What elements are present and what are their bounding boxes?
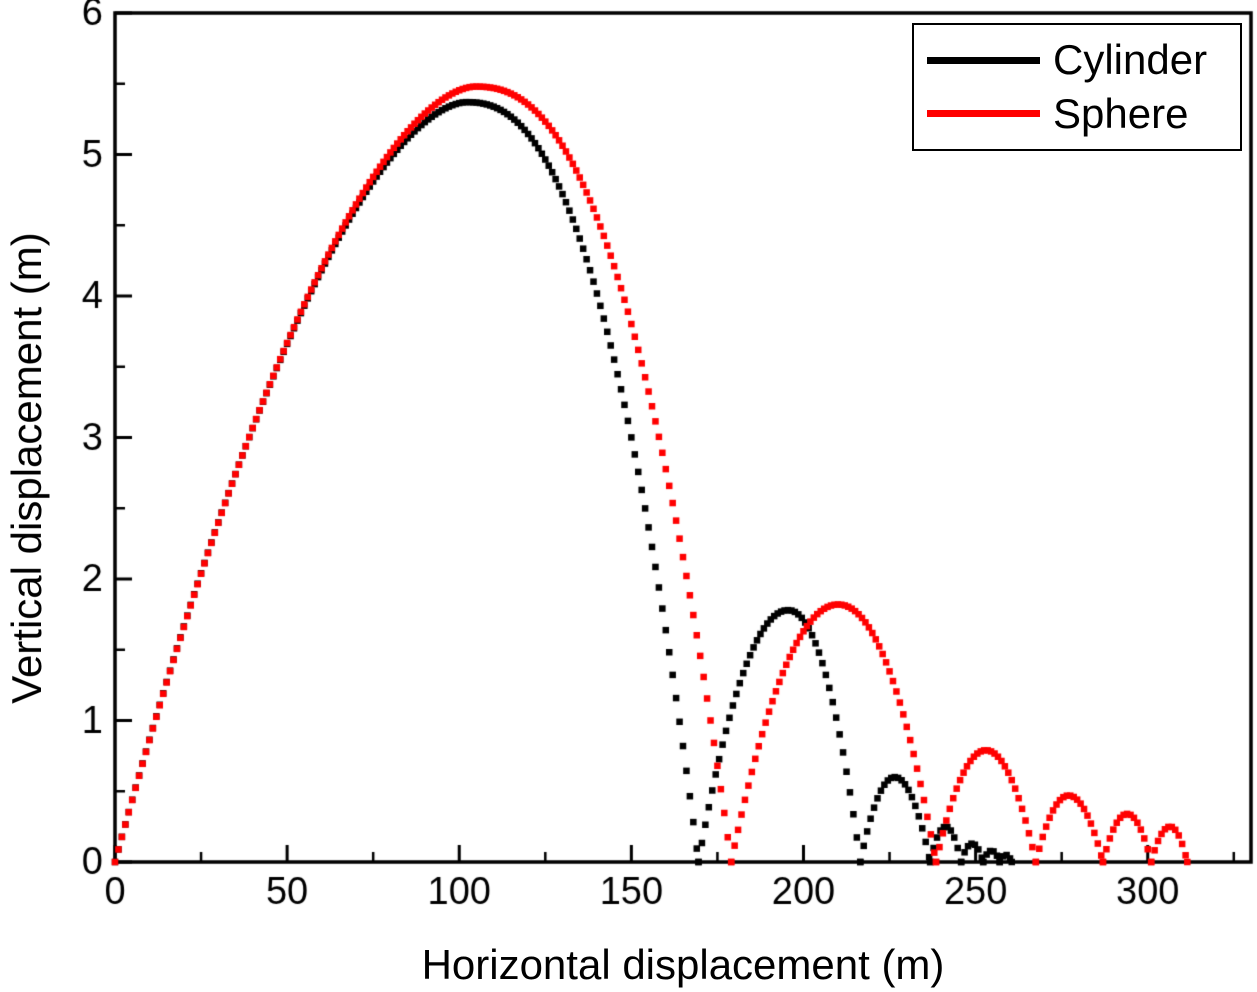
legend-item-cylinder: Cylinder xyxy=(914,39,1240,81)
legend-label-sphere: Sphere xyxy=(1053,89,1189,137)
y-axis-title: Vertical displacement (m) xyxy=(3,232,50,704)
legend: Cylinder Sphere xyxy=(912,23,1242,151)
legend-item-sphere: Sphere xyxy=(914,89,1240,137)
x-axis-title: Horizontal displacement (m) xyxy=(421,941,945,988)
sphere-line-swatch xyxy=(927,110,1040,118)
legend-label-cylinder: Cylinder xyxy=(1053,36,1208,84)
cylinder-line-swatch xyxy=(927,56,1040,64)
